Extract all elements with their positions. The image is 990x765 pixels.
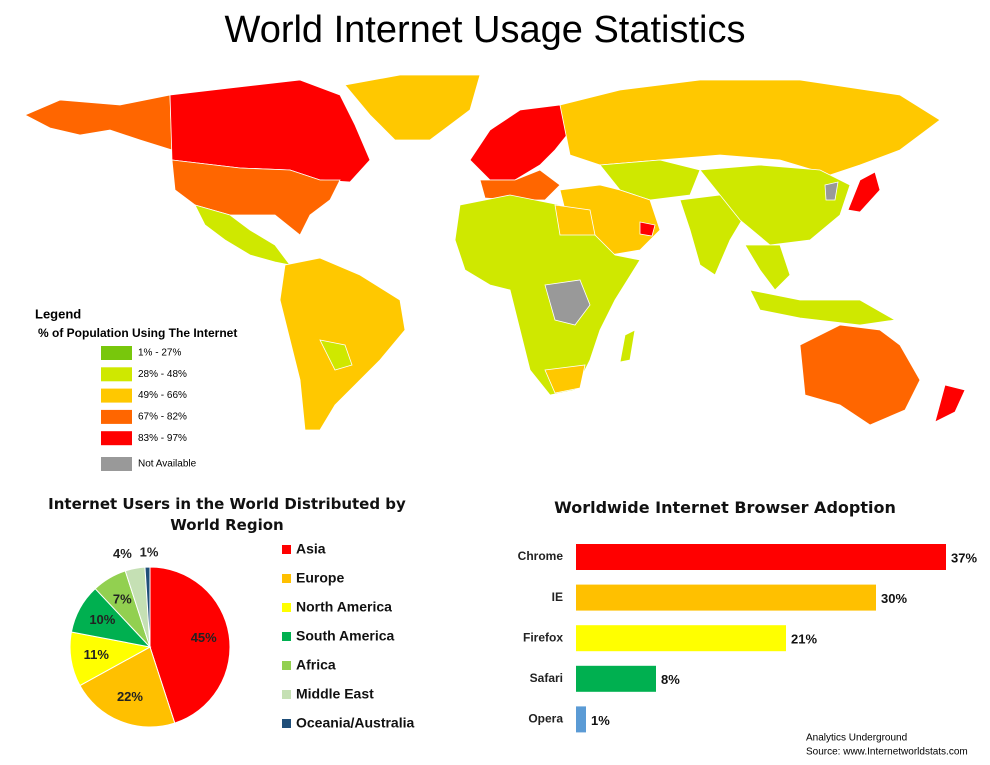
legend-label: Asia — [296, 541, 326, 557]
legend-swatch — [101, 431, 132, 446]
legend-label: 1% - 27% — [138, 348, 181, 359]
data-label: 7% — [113, 592, 132, 607]
greenland — [344, 74, 481, 141]
category-label: Safari — [530, 671, 563, 685]
legend-label: Africa — [296, 657, 336, 673]
bar — [576, 584, 876, 611]
central-america — [194, 204, 291, 266]
pie-slice — [149, 566, 231, 724]
data-label: 30% — [881, 591, 907, 606]
legend-label: North America — [296, 599, 392, 615]
pie-slice — [79, 646, 176, 728]
legend-swatch — [282, 690, 291, 699]
bar — [576, 625, 786, 652]
legend-title: Legend — [35, 306, 81, 321]
category-label: Firefox — [523, 630, 563, 644]
russia — [559, 79, 941, 176]
legend-label: Not Available — [138, 459, 197, 470]
data-label: 1% — [140, 544, 159, 559]
southern-europe — [479, 169, 561, 201]
madagascar — [619, 329, 636, 363]
legend-label: 28% - 48% — [138, 369, 187, 380]
legend-swatch — [101, 367, 132, 382]
pie-slice — [144, 566, 151, 648]
bar — [576, 544, 946, 570]
data-label: 4% — [113, 546, 132, 561]
data-label: 1% — [591, 713, 610, 728]
china — [699, 164, 851, 246]
bar — [576, 665, 656, 692]
gulf — [639, 221, 656, 237]
data-label: 37% — [951, 550, 977, 565]
northern-europe — [469, 104, 576, 181]
page-title: World Internet Usage Statistics — [225, 9, 746, 51]
congo — [544, 279, 591, 326]
legend-swatch — [282, 661, 291, 670]
pie-title: Internet Users in the World Distributed … — [48, 495, 406, 534]
category-label: Opera — [528, 712, 563, 726]
legend-swatch — [282, 603, 291, 612]
credit: Source: www.Internetworldstats.com — [806, 747, 968, 758]
legend-label: 67% - 82% — [138, 412, 187, 423]
legend-label: 83% - 97% — [138, 433, 187, 444]
map-legend: 1% - 27% 28% - 48% 49% - 66% 67% - 82% 83% -… — [101, 346, 197, 471]
legend-subtitle: % of Population Using The Internet — [38, 326, 237, 340]
legend-swatch — [282, 632, 291, 641]
north-africa — [554, 204, 596, 236]
world-map — [24, 74, 966, 431]
alaska — [24, 94, 173, 151]
legend-label: 49% - 66% — [138, 390, 187, 401]
australia — [799, 324, 921, 426]
legend-swatch — [101, 388, 132, 403]
data-label: 45% — [191, 630, 217, 645]
legend-swatch — [282, 545, 291, 554]
legend-label: Middle East — [296, 686, 374, 702]
category-label: Chrome — [518, 549, 564, 563]
credit: Analytics Underground — [806, 733, 907, 744]
bar — [576, 706, 586, 733]
south-america — [279, 257, 406, 431]
category-label: IE — [552, 590, 563, 604]
korea — [824, 181, 839, 201]
indonesia — [749, 289, 897, 326]
south-africa — [544, 364, 586, 394]
bar-title: Worldwide Internet Browser Adoption — [554, 498, 896, 517]
legend-label: Europe — [296, 570, 344, 586]
japan — [847, 171, 881, 213]
data-label: 21% — [791, 632, 817, 647]
bolivia-paraguay — [319, 339, 353, 371]
data-label: 10% — [89, 612, 115, 627]
new-zealand — [934, 384, 966, 423]
data-label: 8% — [661, 672, 680, 687]
south-east-asia — [744, 244, 791, 291]
legend-swatch — [101, 409, 132, 424]
data-label: 22% — [117, 689, 143, 704]
legend-swatch — [282, 574, 291, 583]
legend-label: Oceania/Australia — [296, 715, 414, 731]
legend-label: South America — [296, 628, 394, 644]
data-label: 11% — [84, 647, 110, 662]
legend-swatch — [282, 719, 291, 728]
legend-swatch — [101, 457, 132, 471]
legend-swatch — [101, 346, 132, 360]
